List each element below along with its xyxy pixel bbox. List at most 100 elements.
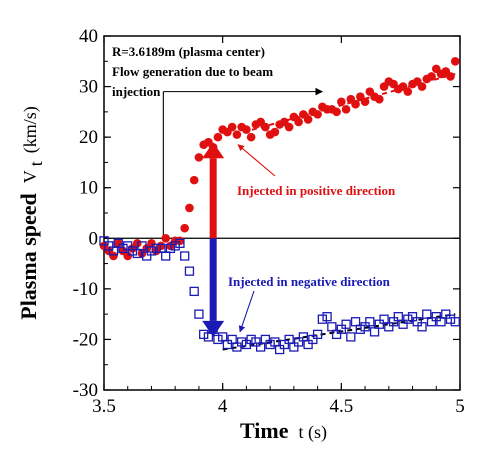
negative-data-point (426, 317, 437, 327)
negative-data-point (293, 337, 304, 347)
negative-data-point (156, 243, 166, 254)
negative-data-point (436, 317, 446, 327)
negative-data-point (251, 337, 261, 347)
negative-data-point (369, 327, 380, 337)
negative-data-point (237, 337, 247, 347)
positive-data-point (446, 72, 455, 81)
negative-data-point (189, 286, 199, 297)
negative-data-point (274, 344, 285, 355)
negative-data-point (218, 332, 228, 342)
negative-data-point (365, 317, 375, 327)
note-line-2: Flow generation due to beam (112, 64, 273, 79)
axis-ticks: 3.5 4 4.5 5 -30 -20 -10 0 10 20 30 40 (73, 26, 465, 417)
positive-data-point (337, 97, 346, 107)
negative-data-point (199, 329, 209, 340)
negative-data-point (104, 241, 114, 251)
negative-data-point (445, 314, 456, 324)
positive-data-point (242, 125, 251, 134)
negative-fit-line (222, 313, 456, 351)
negative-data-point (336, 324, 346, 334)
positive-data-point (427, 72, 436, 81)
negative-data-point (222, 339, 233, 350)
positive-data-point (194, 153, 204, 162)
negative-data-point (184, 266, 195, 276)
negative-data-point (232, 342, 242, 352)
y-tick-label: 40 (79, 26, 98, 47)
positive-data-point (403, 87, 413, 96)
negative-data-point (308, 334, 318, 345)
positive-data-point (213, 132, 223, 142)
positive-data-point (227, 122, 237, 132)
negative-data-point (374, 319, 384, 329)
positive-arrow-head (202, 142, 225, 159)
note-line-1: R=3.6189m (plasma center) (112, 44, 265, 59)
direction-arrows (202, 142, 276, 337)
negative-data-point (203, 332, 214, 342)
positive-data-point (450, 56, 460, 66)
negative-data-point (341, 319, 351, 329)
negative-data-point (108, 246, 119, 256)
negative-data-point (180, 251, 190, 261)
y-tick-label: -20 (73, 329, 98, 350)
negative-data-point (407, 312, 418, 322)
negative-arrow-head (202, 320, 225, 337)
positive-direction-label: Injected in positive direction (237, 183, 396, 198)
positive-data-point (180, 223, 189, 233)
negative-data-point (327, 322, 337, 332)
negative-data-point (298, 332, 309, 342)
positive-data-point (246, 132, 256, 142)
negative-data-point (403, 314, 413, 324)
positive-data-point (341, 105, 351, 114)
y-axis-title-bold: Plasma speed (16, 193, 41, 320)
positive-data-point (156, 241, 166, 251)
negative-data-point (270, 337, 280, 347)
x-axis-title-normal: t (s) (298, 422, 327, 443)
negative-data-point (388, 317, 399, 327)
injection-bracket (162, 87, 324, 239)
negative-data-point (132, 248, 142, 259)
positive-data-point (360, 97, 370, 107)
positive-data-point (113, 239, 123, 248)
negative-data-point (355, 324, 365, 334)
negative-data-point (312, 329, 323, 340)
y-tick-label: 20 (79, 127, 98, 148)
negative-data-point (165, 243, 176, 254)
negative-data-point (213, 334, 223, 345)
negative-data-point (350, 317, 361, 327)
negative-data-point (260, 334, 271, 345)
positive-data-point (109, 251, 118, 261)
positive-data-point (185, 203, 194, 213)
positive-data-point (294, 117, 303, 127)
y-axis-unit: (km/s) (20, 106, 41, 153)
positive-data-point (232, 130, 242, 139)
positive-callout-pointer (237, 144, 276, 177)
negative-data-point (170, 241, 180, 251)
y-tick-label: 10 (79, 178, 98, 199)
data-points (99, 56, 460, 355)
x-axis-title-bold: Time (240, 418, 289, 443)
negative-data-point (431, 312, 441, 322)
positive-data-point (175, 236, 185, 246)
negative-data-point (417, 322, 427, 332)
y-axis-title: Plasma speed V t (km/s) (16, 106, 46, 320)
positive-data-point (123, 251, 133, 261)
y-axis-subscript: t (26, 161, 46, 166)
negative-data-point (303, 339, 313, 350)
positive-data-point (351, 99, 360, 109)
negative-data-point (331, 329, 342, 340)
negative-data-point (194, 309, 204, 319)
negative-data-point (398, 319, 408, 329)
positive-data-point (375, 94, 384, 104)
y-tick-label: 0 (89, 228, 99, 249)
negative-data-point (146, 246, 157, 256)
negative-data-point (422, 309, 432, 319)
negative-data-point (127, 246, 138, 256)
negative-data-point (227, 334, 237, 345)
negative-data-point (322, 312, 332, 322)
negative-data-point (284, 334, 294, 345)
x-axis-title: Time t (s) (240, 418, 327, 443)
negative-data-point (393, 312, 403, 322)
negative-data-point (346, 332, 356, 342)
note-line-3: injection (112, 84, 161, 99)
